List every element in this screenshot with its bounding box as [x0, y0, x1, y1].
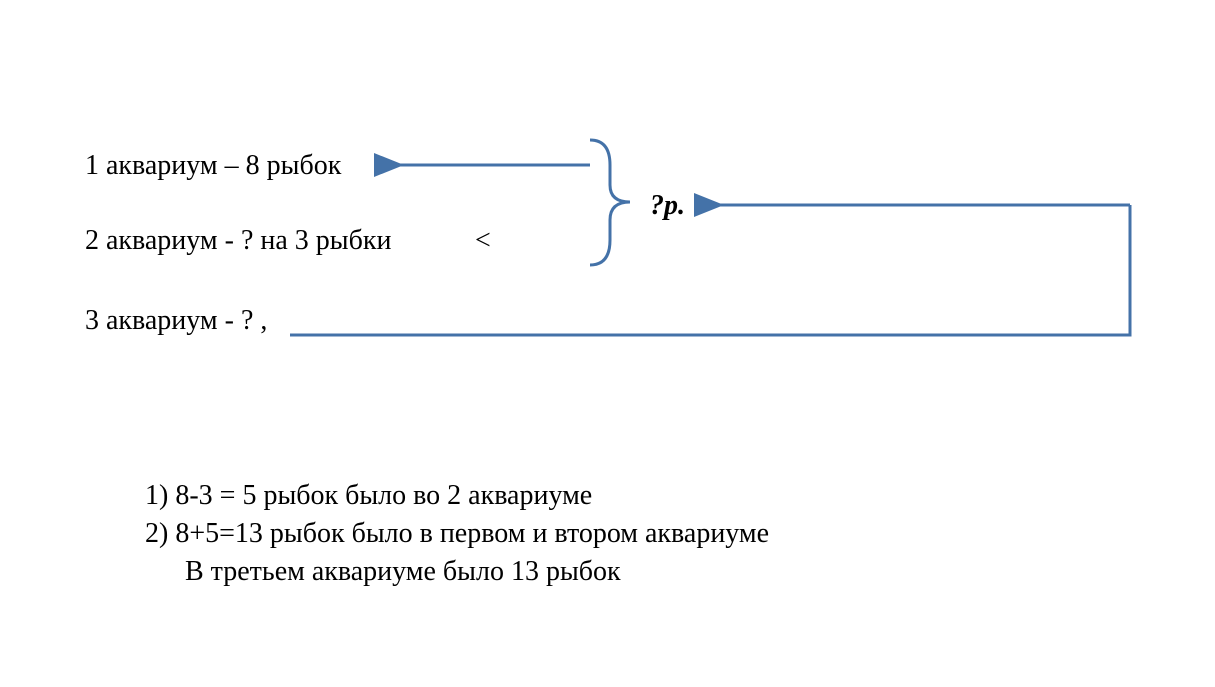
problem-line-1: 1 аквариум – 8 рыбок: [85, 150, 341, 182]
solution-step-2: 2) 8+5=13 рыбок было в первом и втором а…: [145, 518, 769, 550]
problem-line-3: 3 аквариум - ? ,: [85, 305, 267, 337]
problem-line-2: 2 аквариум - ? на 3 рыбки: [85, 225, 391, 257]
brace-question-label: ?р.: [650, 190, 685, 222]
solution-step-3: В третьем аквариуме было 13 рыбок: [185, 556, 621, 588]
less-than-symbol: <: [475, 225, 491, 257]
solution-step-1: 1) 8-3 = 5 рыбок было во 2 аквариуме: [145, 480, 592, 512]
